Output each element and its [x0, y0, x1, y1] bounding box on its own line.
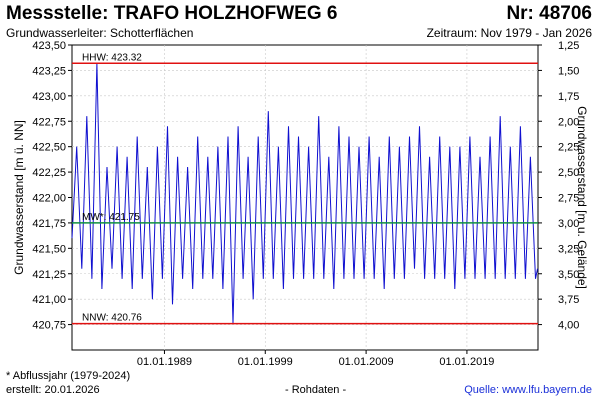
y-tick-label-left: 422,00 [32, 193, 66, 205]
x-tick-label: 01.01.2009 [339, 356, 394, 368]
y-tick-label-left: 421,25 [32, 269, 66, 281]
y-tick-label-right: 3,50 [558, 269, 579, 281]
y-tick-label-left: 421,75 [32, 218, 66, 230]
y-tick-label-right: 3,00 [558, 218, 579, 230]
y-tick-label-right: 1,25 [558, 40, 579, 52]
y-tick-label-right: 3,25 [558, 243, 579, 255]
station-number: Nr: 48706 [506, 3, 592, 24]
reference-label: MW*: 421.75 [82, 212, 140, 223]
reference-label: HHW: 423.32 [82, 52, 142, 63]
y-tick-label-right: 1,75 [558, 91, 579, 103]
y-tick-label-left: 423,50 [32, 40, 66, 52]
y-tick-label-left: 422,25 [32, 167, 66, 179]
y-tick-label-left: 423,25 [32, 65, 66, 77]
source-link[interactable]: Quelle: www.lfu.bayern.de [464, 384, 592, 396]
x-tick-label: 01.01.1989 [137, 356, 192, 368]
x-tick-label: 01.01.2019 [439, 356, 494, 368]
x-tick-label: 01.01.1999 [238, 356, 293, 368]
y-tick-label-left: 422,75 [32, 116, 66, 128]
y-tick-label-left: 421,00 [32, 294, 66, 306]
y-tick-label-left: 420,75 [32, 320, 66, 332]
y-tick-label-right: 2,50 [558, 167, 579, 179]
y-tick-label-right: 4,00 [558, 320, 579, 332]
y-tick-label-right: 1,50 [558, 65, 579, 77]
y-tick-label-left: 422,50 [32, 142, 66, 154]
y-tick-label-right: 2,25 [558, 142, 579, 154]
reference-label: NNW: 420.76 [82, 313, 142, 324]
page-title: Messstelle: TRAFO HOLZHOFWEG 6 [6, 3, 338, 24]
groundwater-series-line [71, 63, 538, 324]
period-label: Zeitraum: Nov 1979 - Jan 2026 [426, 26, 592, 40]
y-tick-label-left: 421,50 [32, 243, 66, 255]
aquifer-label: Grundwasserleiter: Schotterflächen [6, 26, 194, 40]
y-axis-label-left: Grundwasserstand [m ü. NN] [12, 120, 26, 275]
y-tick-label-right: 2,75 [558, 193, 579, 205]
footnote: * Abflussjahr (1979-2024) [6, 370, 131, 382]
created-date: erstellt: 20.01.2026 [6, 384, 100, 396]
y-tick-label-right: 3,75 [558, 294, 579, 306]
y-axis-label-right: Grundwasserstand [m u. Gelände] [575, 106, 589, 289]
data-type-label: - Rohdaten - [285, 384, 347, 396]
y-tick-label-left: 423,00 [32, 91, 66, 103]
y-tick-label-right: 2,00 [558, 116, 579, 128]
